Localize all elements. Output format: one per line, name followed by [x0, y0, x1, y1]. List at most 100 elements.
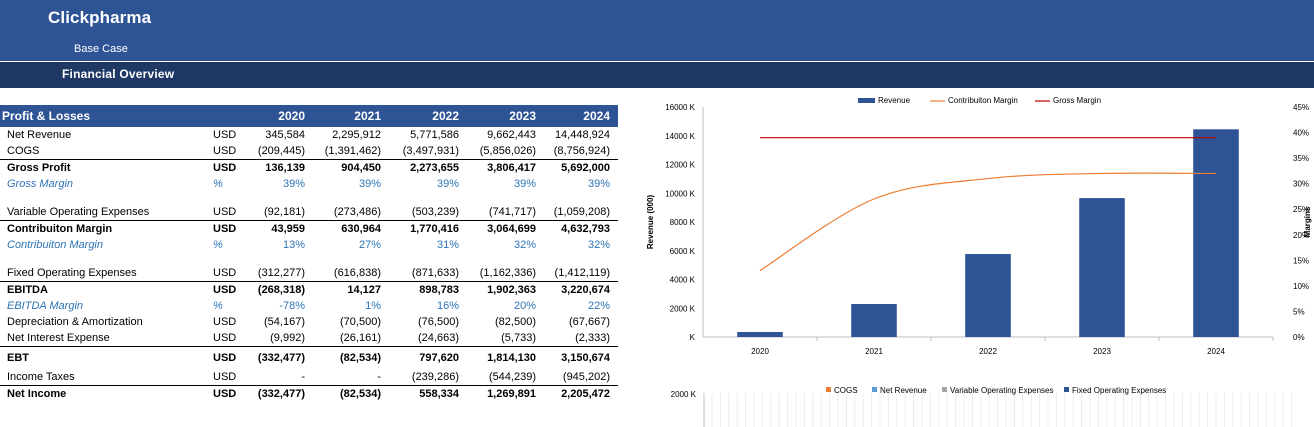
row-value: 898,783	[389, 281, 467, 298]
row-value	[389, 253, 467, 265]
row-label: Net Interest Expense	[7, 332, 110, 344]
row-value: 630,964	[313, 220, 389, 237]
y2-tick-label: 10%	[1293, 282, 1309, 291]
table-row: Depreciation & Amortization USD (54,167) (7…	[0, 314, 618, 330]
table-row: Net Interest Expense USD (9,992) (26,161) (2…	[0, 330, 618, 347]
table-row: EBITDA USD (268,318) 14,127 898,783 1,902,363…	[0, 281, 618, 298]
row-value: 4,632,793	[544, 220, 618, 237]
row-value: 20%	[513, 300, 536, 312]
row-label: EBITDA Margin	[7, 300, 84, 312]
legend-swatch	[942, 387, 947, 392]
row-label: COGS	[7, 145, 40, 157]
row-value: (273,486)	[333, 206, 381, 218]
profit-loss-table: Profit & Losses 2020 2021 2022 2023 2024 Net R…	[0, 105, 618, 402]
y-tick-label: 10000 K	[665, 189, 695, 198]
row-value: (871,633)	[411, 267, 459, 279]
app-title: Clickpharma	[48, 8, 152, 27]
row-value: 2,273,655	[389, 159, 467, 176]
revenue-margin-chart: K 2000 K 4000 K 6000 K 8000 K 10000 K 12000 K 1…	[646, 96, 1312, 356]
row-value: 32%	[513, 239, 536, 251]
row-value: 39%	[587, 178, 610, 190]
row-value: 3,220,674	[544, 281, 618, 298]
y2-tick-label: 25%	[1293, 205, 1309, 214]
row-label: Gross Margin	[7, 178, 74, 190]
row-label: Variable Operating Expenses	[7, 206, 150, 218]
row-value: (268,318)	[247, 281, 313, 298]
row-value: 904,450	[313, 159, 389, 176]
row-label: Net Income	[0, 385, 213, 402]
row-value	[247, 253, 313, 265]
revenue-bar	[965, 254, 1011, 337]
legend-label: Variable Operating Expenses	[950, 386, 1053, 395]
x-tick-label: 2022	[979, 347, 997, 356]
y2-tick-label: 15%	[1293, 256, 1309, 265]
row-value: 32%	[587, 239, 610, 251]
row-unit: %	[213, 239, 223, 251]
y2-axis-title: Margins	[1303, 206, 1312, 237]
row-value: (209,445)	[257, 145, 305, 157]
row-value	[313, 192, 389, 204]
row-label: EBT	[0, 346, 213, 369]
legend-swatch-revenue	[858, 98, 875, 103]
row-value: 39%	[358, 178, 381, 190]
table-row: Net Income USD (332,477) (82,534) 558,334 1,2…	[0, 385, 618, 402]
row-value: (312,277)	[257, 267, 305, 279]
year-header: 2024	[544, 105, 618, 127]
y2-tick-label: 5%	[1293, 307, 1305, 316]
row-value: 558,334	[389, 385, 467, 402]
row-unit	[213, 253, 247, 265]
row-unit: USD	[213, 159, 247, 176]
row-unit: USD	[213, 385, 247, 402]
row-label	[0, 192, 213, 204]
y2-tick-label: 20%	[1293, 231, 1309, 240]
row-value	[544, 253, 618, 265]
row-value: (54,167)	[264, 316, 305, 328]
scenario-label: Base Case	[74, 43, 128, 55]
row-value: 1,770,416	[389, 220, 467, 237]
year-header: 2022	[389, 105, 467, 127]
y-tick-label: 4000 K	[670, 276, 696, 285]
table-row: Net Revenue USD 345,584 2,295,912 5,771,586 9…	[0, 127, 618, 143]
contribution-margin-line	[759, 172, 1217, 272]
x-tick-label: 2020	[751, 347, 769, 356]
row-value: 3,806,417	[467, 159, 544, 176]
legend-label: COGS	[834, 386, 858, 395]
row-value: 1,814,130	[467, 346, 544, 369]
row-value: (24,663)	[418, 332, 459, 344]
row-value: -	[301, 371, 305, 383]
row-label: Depreciation & Amortization	[7, 316, 143, 328]
table-row: Income Taxes USD - - (239,286) (544,239) (945,…	[0, 369, 618, 386]
legend-label: Contribuiton Margin	[948, 96, 1018, 105]
row-label	[0, 253, 213, 265]
row-label: Fixed Operating Expenses	[7, 267, 137, 279]
row-value: (26,161)	[340, 332, 381, 344]
row-unit: USD	[213, 281, 247, 298]
row-label: Contribuiton Margin	[0, 220, 213, 237]
row-unit: USD	[213, 346, 247, 369]
table-row: Gross Margin% 39% 39% 39% 39% 39%	[0, 176, 618, 192]
row-value: (82,534)	[313, 346, 389, 369]
y2-tick-label: 45%	[1293, 103, 1309, 112]
row-value: (8,756,924)	[553, 145, 610, 157]
row-value: 14,448,924	[554, 129, 610, 141]
year-header: 2023	[467, 105, 544, 127]
row-unit: USD	[213, 267, 237, 279]
revenue-bar	[851, 303, 897, 337]
row-value: (5,733)	[501, 332, 536, 344]
row-value: (82,534)	[313, 385, 389, 402]
y-tick-label: 16000 K	[665, 103, 695, 112]
row-value: 39%	[436, 178, 459, 190]
year-header: 2021	[313, 105, 389, 127]
table-row: Fixed Operating Expenses USD (312,277) (616…	[0, 265, 618, 282]
row-value: (76,500)	[418, 316, 459, 328]
row-value: (544,239)	[488, 371, 536, 383]
row-unit	[213, 192, 247, 204]
row-value: (332,477)	[247, 385, 313, 402]
row-value: 9,662,443	[487, 129, 536, 141]
year-header: 2020	[247, 105, 313, 127]
row-value: (9,992)	[270, 332, 305, 344]
y-tick-label: 6000 K	[670, 247, 696, 256]
y2-tick-label: 0%	[1293, 333, 1305, 342]
row-value: (503,239)	[411, 206, 459, 218]
row-value: (1,391,462)	[324, 145, 381, 157]
